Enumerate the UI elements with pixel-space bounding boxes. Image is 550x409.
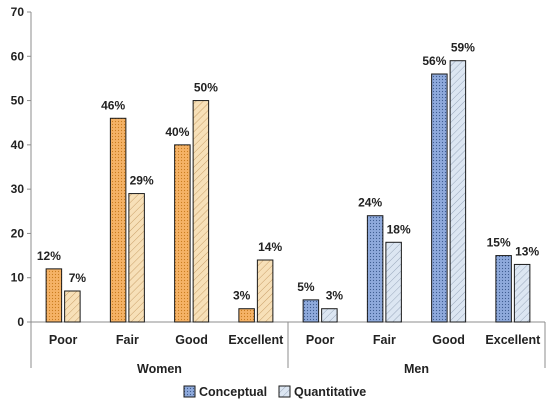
bar: [256, 259, 274, 323]
legend-label: Conceptual: [199, 385, 267, 399]
data-label: 46%: [101, 98, 125, 112]
x-tick-label: Fair: [116, 333, 139, 347]
legend-label: Quantitative: [294, 385, 366, 399]
x-tick-label: Fair: [373, 333, 396, 347]
group-label: Men: [404, 362, 429, 376]
bar: [449, 60, 467, 323]
data-label: 50%: [194, 81, 218, 95]
bar: [513, 263, 531, 323]
bar: [238, 308, 255, 323]
y-tick-label: 60: [11, 49, 25, 63]
data-label: 29%: [130, 174, 154, 188]
y-tick-label: 30: [11, 182, 25, 196]
data-label: 13%: [515, 244, 539, 258]
x-tick-label: Good: [432, 333, 465, 347]
data-label: 5%: [297, 280, 315, 294]
legend-item: Conceptual: [183, 385, 267, 399]
bar: [495, 255, 512, 323]
x-tick-label: Excellent: [485, 333, 541, 347]
y-tick-label: 20: [11, 226, 25, 240]
data-label: 14%: [258, 240, 282, 254]
bar: [431, 73, 448, 323]
data-label: 3%: [326, 289, 344, 303]
bar: [128, 193, 145, 323]
bars: [45, 60, 531, 323]
y-tick-label: 70: [11, 5, 25, 19]
x-tick-label: Poor: [49, 333, 78, 347]
y-tick-label: 0: [17, 315, 24, 329]
bar: [174, 144, 191, 323]
bar: [45, 268, 63, 323]
x-tick-label: Excellent: [228, 333, 284, 347]
bar: [366, 215, 384, 323]
bar: [109, 117, 127, 323]
y-tick-label: 10: [11, 271, 25, 285]
x-tick-label: Poor: [306, 333, 335, 347]
data-label: 7%: [69, 271, 87, 285]
data-label: 12%: [37, 249, 61, 263]
bar: [64, 290, 81, 323]
x-tick-label: Good: [175, 333, 208, 347]
legend: Conceptual Quantitative: [183, 385, 366, 399]
data-label: 15%: [487, 236, 511, 250]
data-label: 18%: [387, 222, 411, 236]
data-labels: 12% 46% 40% 3% 5% 24% 56% 15% 7% 29% 50% 14% 3% 18% 59…: [37, 41, 540, 303]
y-tick-label: 50: [11, 94, 25, 108]
data-label: 40%: [165, 125, 189, 139]
data-label: 59%: [451, 41, 475, 55]
bar: [302, 299, 320, 323]
y-tick-label: 40: [11, 138, 25, 152]
legend-item: Quantitative: [278, 385, 366, 399]
data-label: 56%: [422, 54, 446, 68]
bar: [321, 308, 338, 323]
bar: [192, 100, 210, 323]
data-label: 3%: [233, 289, 251, 303]
data-label: 24%: [358, 196, 382, 210]
bar: [385, 241, 402, 323]
group-label: Women: [137, 362, 182, 376]
